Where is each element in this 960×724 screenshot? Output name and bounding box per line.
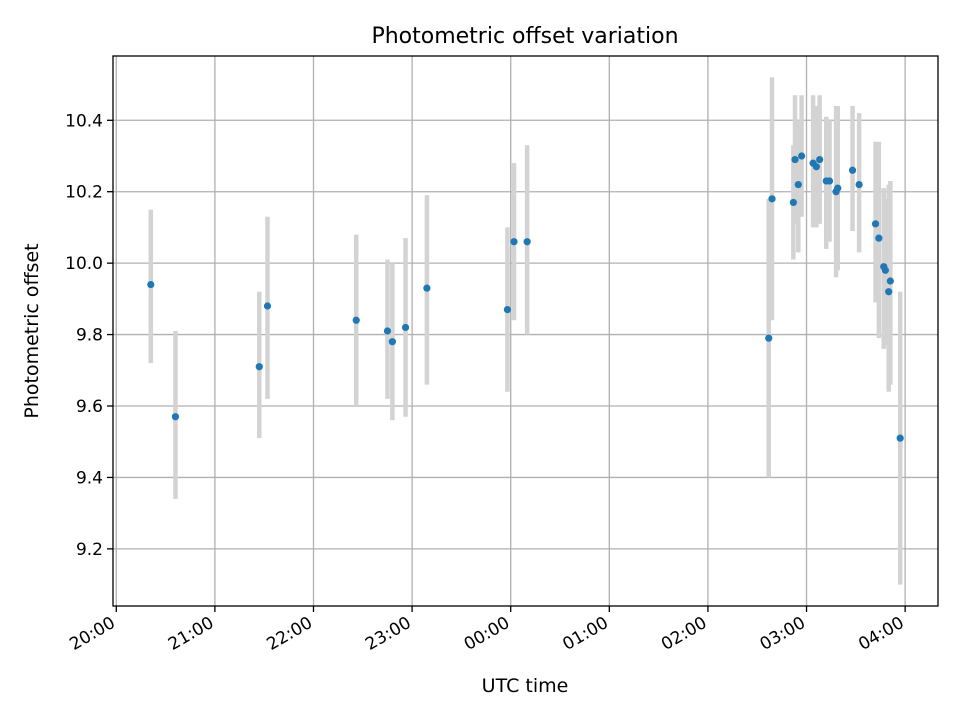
data-point (423, 284, 431, 292)
data-point (871, 220, 880, 228)
y-tick-label: 9.8 (76, 326, 103, 346)
plot-frame (112, 55, 939, 607)
data-point (352, 316, 360, 324)
y-tick-label: 9.4 (76, 468, 103, 488)
data-point (765, 334, 773, 342)
data-point (383, 327, 392, 335)
data-point (875, 234, 883, 242)
error-bars (148, 77, 903, 585)
data-point (401, 323, 410, 332)
y-tick-label: 10.2 (65, 183, 103, 203)
x-tick-label: 02:00 (658, 613, 710, 655)
data-point (263, 302, 272, 310)
y-tick-label: 9.2 (76, 540, 103, 560)
data-point (791, 155, 799, 164)
chart-title: Photometric offset variation (371, 24, 678, 49)
data-point (794, 180, 802, 189)
x-tick-label: 20:00 (66, 613, 118, 655)
x-tick-label: 03:00 (757, 613, 809, 655)
data-point (510, 238, 518, 246)
data-point (812, 163, 820, 171)
data-point (768, 195, 776, 203)
data-point (825, 177, 834, 185)
x-tick-label: 04:00 (855, 613, 907, 655)
data-point (855, 180, 863, 189)
x-axis-label: UTC time (482, 675, 569, 697)
data-point (816, 155, 824, 164)
data-points (147, 152, 904, 442)
x-tick-label: 01:00 (559, 613, 611, 655)
data-point (848, 166, 857, 174)
data-point (147, 280, 155, 289)
data-point (896, 434, 904, 442)
data-point (834, 184, 842, 192)
data-point (881, 266, 890, 274)
y-tick-label: 9.6 (76, 397, 103, 417)
data-point (789, 198, 797, 207)
data-point (255, 363, 263, 371)
data-point (885, 288, 893, 296)
x-tick-label: 23:00 (362, 613, 414, 655)
data-point (388, 338, 396, 346)
data-point (503, 305, 512, 314)
y-tick-label: 10.4 (65, 111, 103, 131)
data-point (797, 152, 806, 160)
y-tick-label: 10.0 (65, 254, 103, 274)
axis-ticks: 20:00 21:00 22:00 23:00 00:00 01:00 02:00 03:00… (65, 111, 907, 655)
data-point (523, 238, 531, 246)
x-tick-label: 21:00 (165, 613, 217, 655)
x-tick-label: 00:00 (461, 613, 513, 655)
y-axis-label: Photometric offset (21, 243, 43, 418)
x-tick-label: 22:00 (264, 613, 316, 655)
data-point (886, 277, 894, 285)
data-point (171, 413, 180, 421)
